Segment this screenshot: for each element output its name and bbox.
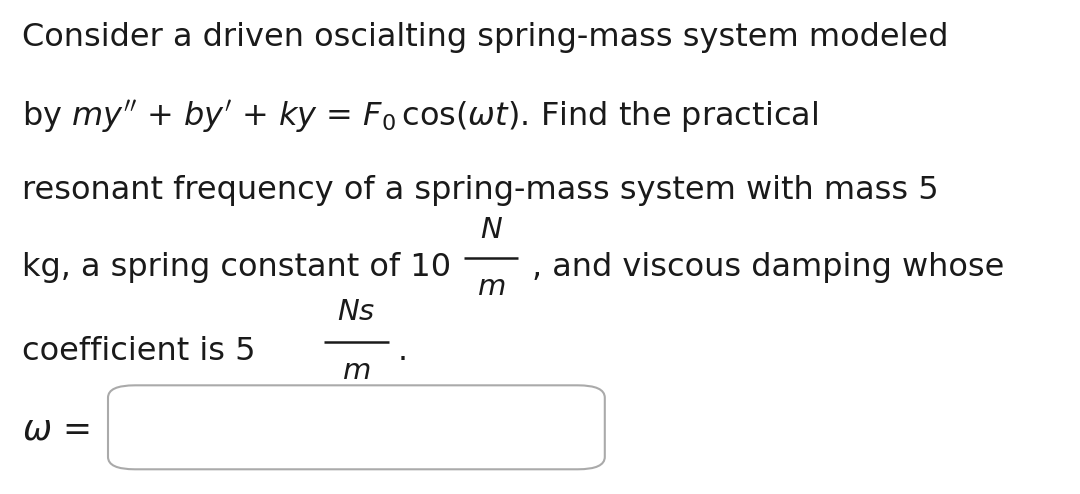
Text: by $my''$ + $by'$ + $ky$ = $F_0\,\mathrm{cos}(\omega t)$. Find the practical: by $my''$ + $by'$ + $ky$ = $F_0\,\mathrm… (22, 99, 818, 135)
Text: $m$: $m$ (477, 273, 505, 300)
FancyBboxPatch shape (108, 385, 605, 469)
Text: coefficient is 5: coefficient is 5 (22, 336, 255, 367)
Text: $N$: $N$ (480, 216, 503, 244)
Text: $Ns$: $Ns$ (337, 298, 376, 326)
Text: .: . (397, 336, 407, 367)
Text: , and viscous damping whose: , and viscous damping whose (532, 252, 1004, 283)
Text: $m$: $m$ (342, 358, 370, 385)
Text: resonant frequency of a spring-mass system with mass 5: resonant frequency of a spring-mass syst… (22, 175, 939, 206)
Text: Consider a driven oscialting spring-mass system modeled: Consider a driven oscialting spring-mass… (22, 22, 948, 53)
Text: kg, a spring constant of 10: kg, a spring constant of 10 (22, 252, 450, 283)
Text: $\omega$ =: $\omega$ = (22, 413, 90, 447)
